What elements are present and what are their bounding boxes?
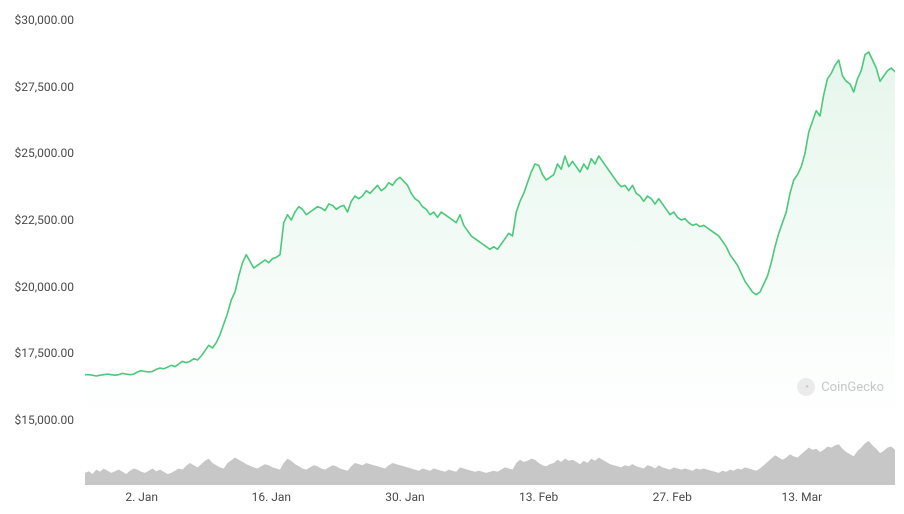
watermark: ◔ CoinGecko [797, 378, 884, 396]
y-axis-tick-label: $30,000.00 [15, 13, 74, 27]
x-axis-tick-label: 13. Mar [781, 490, 822, 504]
y-axis-tick-label: $20,000.00 [15, 280, 74, 294]
volume-chart[interactable] [85, 430, 895, 485]
chart-container: $15,000.00 $17,500.00 $20,000.00 $22,500.00… [0, 0, 904, 514]
x-axis-tick-label: 30. Jan [385, 490, 424, 504]
x-axis-labels: 2. Jan 16. Jan 30. Jan 13. Feb 27. Feb 13. Ma… [85, 490, 895, 510]
x-axis-tick-label: 13. Feb [519, 490, 558, 504]
x-axis-tick-label: 27. Feb [653, 490, 692, 504]
price-chart[interactable] [85, 20, 895, 420]
y-axis-tick-label: $15,000.00 [15, 413, 74, 427]
y-axis-tick-label: $25,000.00 [15, 146, 74, 160]
y-axis-labels: $15,000.00$17,500.00$20,000.00$22,500.00… [0, 20, 80, 420]
gecko-icon: ◔ [797, 378, 815, 396]
y-axis-tick-label: $22,500.00 [15, 213, 74, 227]
y-axis-tick-label: $17,500.00 [15, 346, 74, 360]
x-axis-tick-label: 2. Jan [125, 490, 158, 504]
y-axis-tick-label: $27,500.00 [15, 80, 74, 94]
watermark-text: CoinGecko [821, 380, 884, 395]
x-axis-tick-label: 16. Jan [252, 490, 291, 504]
